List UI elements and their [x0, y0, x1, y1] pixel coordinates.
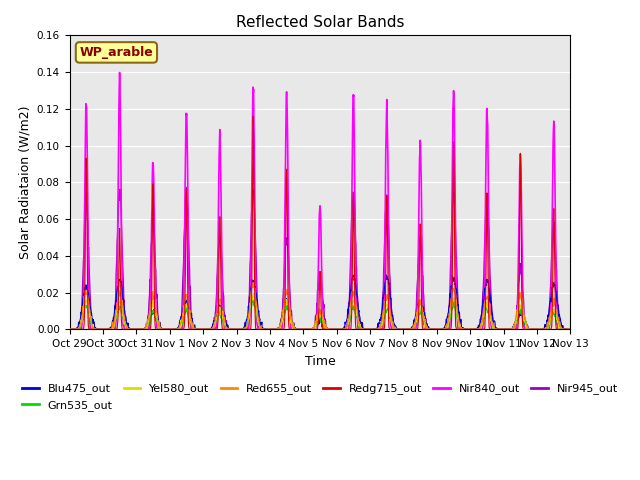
Blu475_out — [233, 326, 241, 332]
Red655_out — [165, 326, 173, 332]
Nir840_out — [165, 326, 173, 332]
Red655_out — [177, 320, 185, 326]
X-axis label: Time: Time — [305, 355, 335, 368]
Title: Reflected Solar Bands: Reflected Solar Bands — [236, 15, 404, 30]
Line: Nir945_out: Nir945_out — [70, 183, 570, 329]
Nir840_out — [507, 326, 515, 332]
Redg715_out — [507, 326, 515, 332]
Yel580_out — [177, 317, 185, 323]
Yel580_out — [463, 326, 470, 332]
Nir945_out — [177, 315, 185, 321]
Blu475_out — [177, 320, 185, 325]
Nir840_out — [566, 326, 574, 332]
Nir840_out — [234, 326, 241, 332]
Nir945_out — [66, 326, 74, 332]
Nir840_out — [177, 326, 185, 332]
Line: Nir840_out: Nir840_out — [70, 72, 570, 329]
Redg715_out — [463, 326, 470, 332]
Red655_out — [566, 326, 574, 332]
Nir945_out — [450, 180, 458, 186]
Legend: Blu475_out, Grn535_out, Yel580_out, Red655_out, Redg715_out, Nir840_out, Nir945_: Blu475_out, Grn535_out, Yel580_out, Red6… — [17, 379, 623, 415]
Line: Blu475_out: Blu475_out — [70, 275, 570, 329]
Grn535_out — [566, 326, 574, 332]
Nir945_out — [566, 326, 574, 332]
Nir945_out — [165, 326, 173, 332]
Yel580_out — [233, 326, 241, 332]
Grn535_out — [233, 326, 241, 332]
Line: Redg715_out: Redg715_out — [70, 116, 570, 329]
Grn535_out — [397, 326, 405, 332]
Line: Red655_out: Red655_out — [70, 283, 570, 329]
Redg715_out — [250, 113, 257, 119]
Blu475_out — [383, 272, 390, 278]
Nir840_out — [397, 326, 405, 332]
Yel580_out — [165, 326, 173, 332]
Yel580_out — [507, 326, 515, 332]
Redg715_out — [397, 326, 405, 332]
Blu475_out — [397, 326, 405, 332]
Nir840_out — [463, 326, 470, 332]
Grn535_out — [507, 326, 515, 332]
Red655_out — [397, 326, 405, 332]
Nir945_out — [233, 326, 241, 332]
Grn535_out — [463, 326, 470, 332]
Redg715_out — [66, 326, 74, 332]
Grn535_out — [165, 326, 173, 332]
Red655_out — [233, 326, 241, 332]
Yel580_out — [566, 326, 574, 332]
Text: WP_arable: WP_arable — [79, 46, 154, 59]
Yel580_out — [397, 326, 405, 332]
Redg715_out — [165, 326, 173, 332]
Nir840_out — [116, 70, 124, 75]
Yel580_out — [250, 290, 258, 296]
Red655_out — [507, 326, 515, 332]
Blu475_out — [507, 326, 515, 332]
Nir840_out — [66, 326, 74, 332]
Grn535_out — [177, 324, 185, 330]
Red655_out — [66, 326, 74, 332]
Line: Grn535_out: Grn535_out — [70, 300, 570, 329]
Redg715_out — [233, 326, 241, 332]
Line: Yel580_out: Yel580_out — [70, 293, 570, 329]
Nir945_out — [397, 326, 405, 332]
Grn535_out — [66, 326, 74, 332]
Yel580_out — [66, 326, 74, 332]
Redg715_out — [177, 326, 185, 332]
Redg715_out — [566, 326, 574, 332]
Blu475_out — [66, 326, 74, 332]
Grn535_out — [249, 297, 257, 302]
Y-axis label: Solar Radiataion (W/m2): Solar Radiataion (W/m2) — [18, 106, 31, 259]
Red655_out — [463, 326, 470, 332]
Blu475_out — [566, 326, 574, 332]
Nir945_out — [463, 326, 470, 332]
Blu475_out — [165, 326, 173, 332]
Red655_out — [250, 280, 258, 286]
Nir945_out — [507, 326, 515, 332]
Blu475_out — [463, 326, 470, 332]
